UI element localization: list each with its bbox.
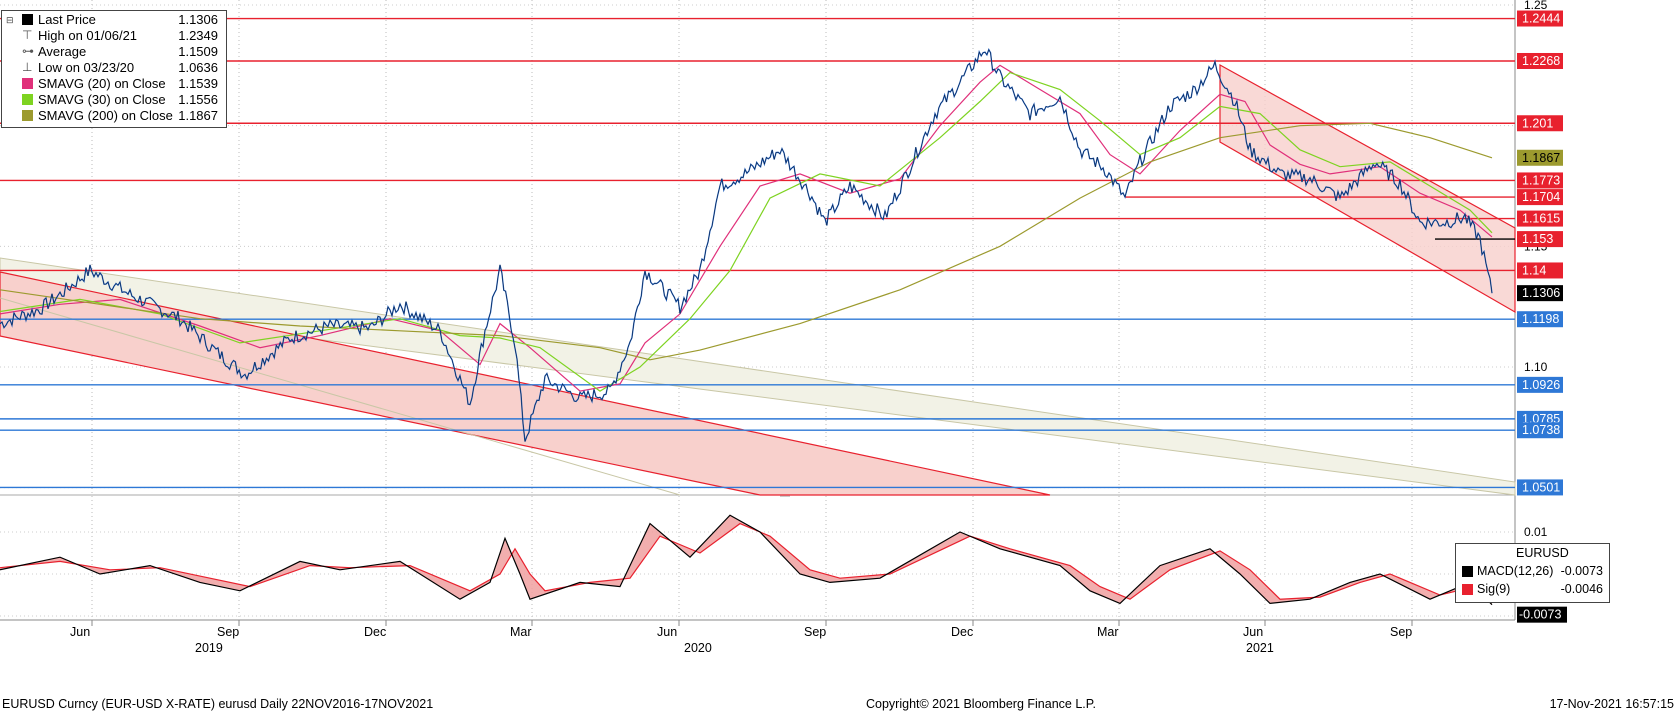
channel-lower-bound — [0, 297, 681, 496]
y-tick-label: 1.10 — [1524, 360, 1548, 374]
level-tag — [1517, 376, 1563, 393]
level-tag — [1517, 172, 1563, 189]
footer-timestamp: 17-Nov-2021 16:57:15 — [1549, 697, 1674, 711]
x-year-label: 2021 — [1246, 641, 1274, 655]
level-tag — [1517, 189, 1563, 206]
level-tag — [1517, 115, 1563, 132]
macd-legend-row: MACD(12,26) -0.0073 — [1462, 563, 1607, 579]
level-tag — [1517, 285, 1563, 302]
level-tag-label: 1.2444 — [1522, 12, 1560, 26]
level-tag-label: 1.1773 — [1522, 173, 1560, 187]
moving-average-line — [0, 64, 1493, 392]
legend-row-last-price: ⊟ Last Price 1.1306 — [6, 12, 218, 27]
level-tag-label: 1.0926 — [1522, 378, 1560, 392]
level-tag — [1517, 262, 1563, 279]
high-marker-icon: ⊤ — [22, 28, 33, 42]
level-tag — [1517, 149, 1563, 166]
footer-copyright: Copyright© 2021 Bloomberg Finance L.P. — [866, 697, 1096, 711]
level-tag-label: 1.1615 — [1522, 212, 1560, 226]
x-month-label: Dec — [364, 625, 386, 639]
average-marker-icon: ⊶ — [22, 44, 34, 58]
low-marker-icon: ⊥ — [22, 60, 33, 74]
legend-row-average: ⊶ Average 1.1509 — [22, 44, 218, 59]
level-tag-label: 1.14 — [1522, 263, 1546, 277]
x-month-label: Mar — [510, 625, 532, 639]
level-tag-label: 1.1704 — [1522, 190, 1560, 204]
x-month-label: Sep — [804, 625, 826, 639]
x-year-label: 2020 — [684, 641, 712, 655]
macd-tick-label: 0.01 — [1524, 525, 1548, 539]
macd-histogram-fill — [0, 515, 1492, 605]
sma30-swatch-icon — [22, 94, 33, 105]
legend-toggle-icon[interactable]: ⊟ — [6, 15, 14, 25]
x-month-label: Mar — [1097, 625, 1119, 639]
legend-row-sma200: SMAVG (200) on Close 1.1867 — [6, 108, 226, 124]
legend-row-high: ⊤ High on 01/06/21 1.2349 — [22, 28, 218, 43]
x-year-label: 2019 — [195, 641, 223, 655]
level-tag — [1517, 210, 1563, 227]
last-price-swatch-icon — [22, 14, 33, 25]
macd-line — [0, 514, 1493, 606]
signal-legend-row: Sig(9) -0.0046 — [1462, 581, 1607, 597]
sma200-swatch-icon — [22, 110, 33, 121]
x-month-label: Jun — [70, 625, 90, 639]
level-tag-label: 1.153 — [1522, 232, 1553, 246]
signal-swatch-icon — [1462, 584, 1473, 595]
legend-row-sma30: SMAVG (30) on Close 1.1556 — [6, 92, 226, 108]
x-month-label: Dec — [951, 625, 973, 639]
level-tag — [1517, 311, 1563, 328]
level-tag-label: 1.1306 — [1522, 286, 1560, 300]
level-tag-label: 1.0738 — [1522, 423, 1560, 437]
level-tag — [1517, 231, 1563, 248]
down-channel-2019 — [0, 271, 1051, 496]
level-tag — [1517, 422, 1563, 439]
macd-title: EURUSD — [1516, 546, 1569, 560]
moving-average-line — [0, 122, 1493, 361]
sma20-swatch-icon — [22, 78, 33, 89]
x-month-label: Jun — [657, 625, 677, 639]
legend-row-sma20: SMAVG (20) on Close 1.1539 — [6, 76, 226, 92]
x-month-label: Sep — [1390, 625, 1412, 639]
level-tag-label: 1.1867 — [1522, 151, 1560, 165]
footer-security-info: EURUSD Curncy (EUR-USD X-RATE) eurusd Da… — [2, 697, 434, 711]
legend-row-low: ⊥ Low on 03/23/20 1.0636 — [22, 60, 218, 75]
macd-legend: EURUSD MACD(12,26) -0.0073 Sig(9) -0.0046 — [1455, 543, 1610, 603]
level-tag — [1517, 479, 1563, 496]
level-tag — [1517, 10, 1563, 27]
level-tag-label: 1.2268 — [1522, 54, 1560, 68]
y-tick-label: 1.25 — [1524, 0, 1548, 12]
level-tag-label: 1.1198 — [1522, 312, 1559, 326]
level-tag — [1517, 52, 1563, 69]
signal-line — [0, 522, 1493, 600]
x-month-label: Jun — [1243, 625, 1263, 639]
level-tag-label: 1.201 — [1522, 116, 1553, 130]
macd-value-tag — [1517, 606, 1567, 623]
macd-swatch-icon — [1462, 566, 1473, 577]
macd-value-tag-label: -0.0073 — [1519, 608, 1561, 622]
x-month-label: Sep — [217, 625, 239, 639]
price-legend: ⊟ Last Price 1.1306 ⊤ High on 01/06/21 1.234… — [1, 10, 227, 128]
moving-average-line — [0, 71, 1493, 392]
level-tag-label: 1.0501 — [1522, 480, 1560, 494]
price-candle-wicks — [0, 49, 1493, 442]
